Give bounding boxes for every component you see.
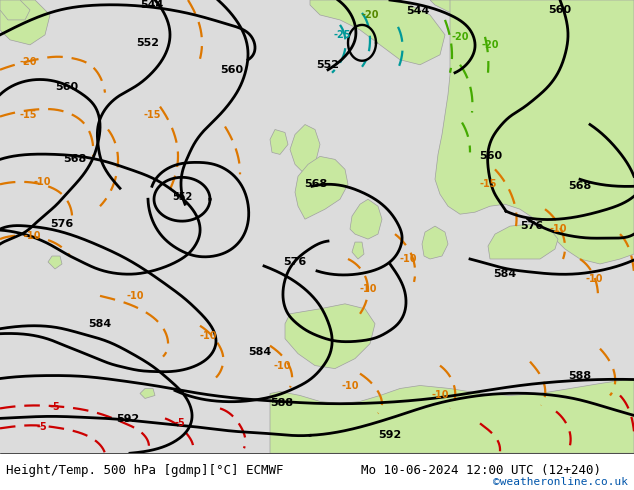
Polygon shape	[270, 129, 288, 154]
Text: 568: 568	[568, 181, 592, 191]
Text: -20: -20	[481, 40, 499, 50]
Text: -5: -5	[49, 402, 60, 413]
Text: 576: 576	[521, 221, 543, 231]
Text: -20: -20	[19, 57, 37, 67]
Text: -15: -15	[19, 110, 37, 120]
Text: 552: 552	[316, 60, 339, 70]
Text: -10: -10	[23, 231, 41, 241]
Text: -25: -25	[333, 30, 351, 40]
Text: 588: 588	[569, 370, 592, 381]
Polygon shape	[48, 256, 62, 269]
Text: 552: 552	[136, 38, 160, 48]
Polygon shape	[295, 156, 348, 219]
Text: -10: -10	[126, 291, 144, 301]
Text: 560: 560	[221, 65, 243, 75]
Polygon shape	[435, 0, 634, 264]
Text: 584: 584	[493, 269, 517, 279]
Text: 584: 584	[249, 346, 271, 357]
Text: 544: 544	[140, 0, 164, 10]
Text: Height/Temp. 500 hPa [gdmp][°C] ECMWF: Height/Temp. 500 hPa [gdmp][°C] ECMWF	[6, 464, 284, 477]
Polygon shape	[430, 0, 634, 90]
Polygon shape	[285, 304, 375, 368]
Text: -10: -10	[431, 391, 449, 400]
Polygon shape	[270, 379, 634, 453]
Text: 588: 588	[271, 398, 294, 409]
Polygon shape	[488, 224, 558, 259]
Text: -15: -15	[479, 179, 497, 189]
Text: 560: 560	[55, 82, 79, 92]
Text: 560: 560	[548, 5, 572, 15]
Polygon shape	[0, 0, 30, 20]
Text: ©weatheronline.co.uk: ©weatheronline.co.uk	[493, 477, 628, 487]
Text: 576: 576	[283, 257, 307, 267]
Polygon shape	[352, 242, 364, 259]
Text: -10: -10	[199, 331, 217, 341]
Text: -10: -10	[399, 254, 417, 264]
Text: Mo 10-06-2024 12:00 UTC (12+240): Mo 10-06-2024 12:00 UTC (12+240)	[361, 464, 602, 477]
Polygon shape	[0, 0, 50, 45]
Text: 584: 584	[88, 319, 112, 329]
Text: -10: -10	[549, 224, 567, 234]
Text: -10: -10	[341, 381, 359, 391]
Text: -5: -5	[174, 418, 185, 428]
Text: 544: 544	[406, 6, 430, 16]
Polygon shape	[140, 389, 155, 398]
Text: 568: 568	[304, 179, 328, 189]
Text: -10: -10	[359, 284, 377, 294]
Text: 592: 592	[117, 415, 139, 424]
Text: 552: 552	[172, 192, 192, 202]
Polygon shape	[310, 0, 445, 65]
Text: -20: -20	[451, 32, 469, 42]
Text: -15: -15	[143, 110, 161, 120]
Text: 568: 568	[63, 154, 87, 164]
Text: -5: -5	[37, 422, 48, 432]
Polygon shape	[422, 226, 448, 259]
Text: -10: -10	[273, 361, 291, 370]
Text: 560: 560	[479, 151, 503, 161]
Text: -10: -10	[585, 274, 603, 284]
Text: -20: -20	[361, 10, 378, 20]
Polygon shape	[350, 199, 382, 239]
Polygon shape	[290, 124, 320, 174]
Text: -10: -10	[33, 177, 51, 187]
Text: 592: 592	[378, 430, 401, 441]
Text: 576: 576	[50, 219, 74, 229]
